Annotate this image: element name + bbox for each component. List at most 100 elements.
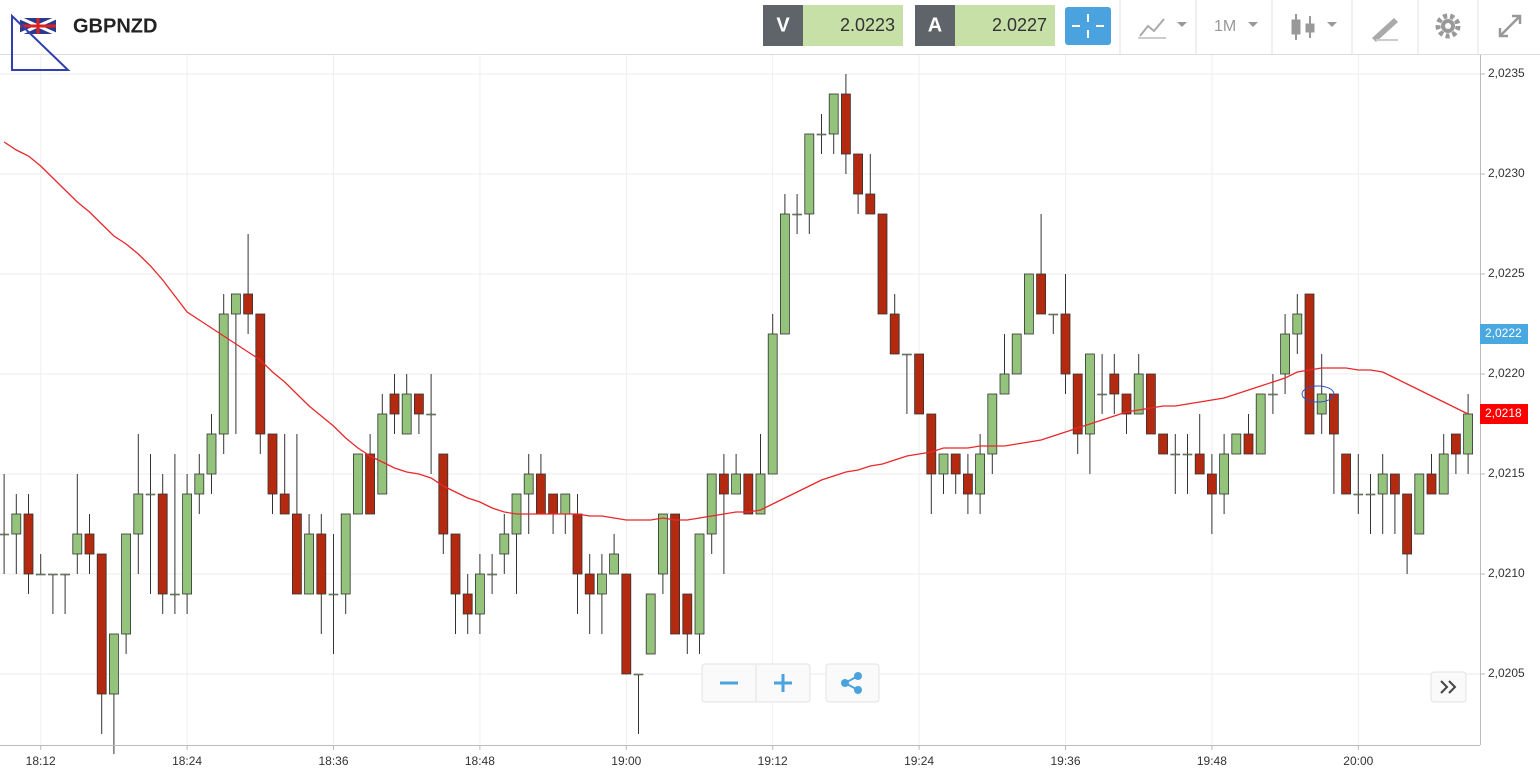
- ask-button[interactable]: A 2.0227: [915, 5, 1055, 46]
- timeframe-button[interactable]: 1M: [1214, 18, 1258, 35]
- settings-button[interactable]: [1435, 13, 1461, 39]
- candle-body: [963, 473, 973, 495]
- candle-body: [719, 473, 729, 495]
- chart-type-button[interactable]: [1291, 14, 1337, 40]
- candle-body: [1304, 293, 1315, 435]
- candle-body: [1280, 333, 1290, 375]
- candle-body: [706, 473, 717, 535]
- candle-body: [121, 533, 131, 635]
- candle-body: [194, 473, 205, 495]
- candle-body: [1219, 453, 1229, 495]
- candle-body: [474, 573, 485, 615]
- candle-body: [1024, 273, 1034, 335]
- candle-body: [1243, 433, 1254, 455]
- candle-body: [84, 533, 95, 555]
- candle-body: [755, 473, 766, 515]
- candle-body: [731, 473, 741, 495]
- candle-body: [401, 393, 412, 435]
- bid-button[interactable]: V 2.0223: [763, 5, 903, 46]
- candle-body: [352, 453, 363, 515]
- y-tick-label: 2,0205: [1488, 666, 1525, 680]
- candle-body: [1121, 393, 1132, 415]
- candle-body: [1268, 393, 1278, 396]
- y-tick-label: 2,0230: [1488, 166, 1525, 180]
- candle-body: [609, 553, 619, 575]
- candle-body: [548, 493, 558, 515]
- candle-body: [23, 513, 34, 575]
- candle-body: [1133, 373, 1144, 415]
- bid-value: 2.0223: [840, 15, 895, 35]
- candle-body: [560, 493, 571, 515]
- corner-marker: [11, 13, 71, 71]
- candle-body: [975, 453, 985, 495]
- x-tick-label: 19:24: [904, 754, 934, 768]
- candle-body: [462, 593, 473, 615]
- symbol: GBPNZD: [73, 15, 157, 37]
- x-tick-label: 18:36: [318, 754, 348, 768]
- candle-body: [633, 673, 644, 676]
- candle-body: [60, 573, 70, 576]
- candle-body: [72, 533, 83, 555]
- timeframe: 1M: [1214, 18, 1236, 35]
- zoom-controls: [701, 663, 811, 703]
- candle-body: [218, 313, 229, 435]
- y-tick-label: 2,0235: [1488, 66, 1525, 80]
- indicator-button[interactable]: [1138, 18, 1187, 39]
- candle-body: [584, 573, 595, 595]
- candle-body: [1426, 473, 1437, 495]
- share-button[interactable]: [825, 663, 880, 703]
- plot-layer: [0, 55, 1480, 754]
- candle-body: [1255, 393, 1266, 455]
- candle-body: [1011, 333, 1022, 375]
- candle-body: [865, 193, 876, 215]
- candle-body: [902, 353, 912, 356]
- crosshair-button[interactable]: [1065, 7, 1111, 45]
- x-tick-label: 19:12: [758, 754, 788, 768]
- y-tick-label: 2,0225: [1488, 266, 1525, 280]
- candle-body: [267, 433, 278, 495]
- flag-icon: [19, 16, 57, 36]
- candle-body: [413, 393, 424, 415]
- candle-body: [694, 533, 705, 635]
- candle-body: [170, 593, 180, 596]
- candle-body: [682, 593, 693, 635]
- candle-body: [841, 93, 851, 155]
- price-marker-label: 2,0222: [1485, 326, 1522, 340]
- y-tick-label: 2,0210: [1488, 566, 1525, 580]
- fullscreen-button[interactable]: [1498, 14, 1522, 38]
- candle-body: [1365, 493, 1376, 496]
- x-tick-label: 19:36: [1050, 754, 1080, 768]
- candle-body: [1316, 393, 1327, 415]
- candle-body: [621, 573, 632, 675]
- zoom-in-button[interactable]: [774, 674, 792, 692]
- x-tick-label: 19:48: [1197, 754, 1227, 768]
- candle-body: [1097, 393, 1107, 396]
- bid-label: V: [776, 14, 790, 36]
- drawing-button[interactable]: [1372, 18, 1398, 42]
- y-tick-label: 2,0220: [1488, 366, 1525, 380]
- candle-body: [96, 553, 107, 695]
- candle-body: [499, 533, 510, 555]
- candle-body: [1036, 273, 1046, 315]
- candle-body: [658, 513, 668, 575]
- candle-body: [206, 433, 217, 475]
- candle-body: [1353, 493, 1364, 496]
- candle-body: [340, 513, 351, 595]
- candle-body: [255, 313, 266, 435]
- x-tick-label: 18:48: [465, 754, 495, 768]
- candle-body: [1390, 473, 1400, 495]
- candle-body: [279, 493, 290, 515]
- candle-body: [1451, 433, 1461, 455]
- candle-body: [853, 153, 863, 195]
- ask-label: A: [928, 14, 942, 36]
- price-marker: [1480, 324, 1528, 344]
- candle-body: [1109, 373, 1120, 395]
- price-marker: [1480, 404, 1528, 424]
- candle-body: [645, 593, 656, 655]
- candle-body: [828, 93, 839, 135]
- candle-body: [133, 493, 144, 535]
- candle-body: [670, 513, 680, 635]
- candle-body: [487, 573, 497, 576]
- candle-body: [804, 133, 815, 215]
- scroll-end-button[interactable]: [1430, 671, 1467, 703]
